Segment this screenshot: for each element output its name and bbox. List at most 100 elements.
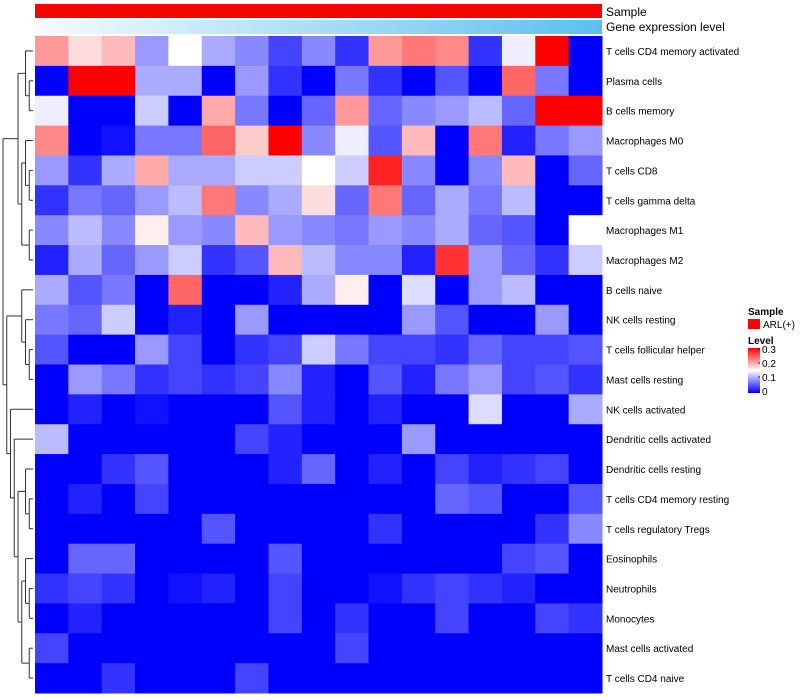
heatmap-cell [268, 304, 303, 336]
heatmap-cell [368, 274, 403, 306]
heatmap-cell [235, 65, 269, 97]
row-label: Dendritic cells activated [606, 435, 711, 446]
heatmap-cell [235, 245, 269, 276]
heatmap-cell [568, 215, 603, 246]
row-label: T cells CD4 memory activated [606, 47, 739, 58]
heatmap-cell [335, 603, 370, 634]
heatmap-cell [535, 334, 570, 365]
heatmap-cell [535, 663, 570, 694]
heatmap-cell [35, 394, 69, 425]
heatmap-cell [168, 513, 203, 545]
heatmap-cell [135, 543, 169, 575]
heatmap-cell [401, 573, 436, 604]
heatmap-cell [368, 394, 403, 425]
heatmap-cell [235, 274, 269, 306]
heatmap-cell [268, 36, 303, 67]
heatmap-cell [435, 185, 470, 216]
heatmap-cell [501, 364, 536, 395]
heatmap-cell [501, 633, 536, 664]
heatmap-cell [468, 364, 503, 395]
heatmap-cell [68, 663, 103, 694]
heatmap-cell [468, 513, 503, 545]
heatmap-cell [101, 364, 136, 395]
heatmap-cell [468, 543, 503, 575]
heatmap-cell [535, 543, 570, 575]
heatmap-cell [101, 304, 136, 336]
heatmap-cell [468, 274, 503, 306]
heatmap-cell [101, 513, 136, 545]
heatmap-cell [535, 215, 570, 246]
heatmap-cell [401, 125, 436, 156]
heatmap-cell [568, 513, 603, 545]
heatmap-cell [101, 663, 136, 694]
heatmap-cell [501, 483, 536, 515]
heatmap-cell [68, 483, 103, 515]
heatmap-cell [435, 215, 470, 246]
heatmap-cell [201, 663, 236, 694]
heatmap-cell [368, 155, 403, 186]
heatmap-cell [468, 95, 503, 127]
heatmap-cell [168, 95, 203, 127]
heatmap-cell [101, 454, 136, 485]
heatmap-cell [168, 245, 203, 276]
heatmap-cell [535, 513, 570, 545]
heatmap-cell [501, 663, 536, 694]
heatmap-cell [501, 245, 536, 276]
heatmap-cell [35, 364, 69, 395]
heatmap-cell [368, 185, 403, 216]
heatmap-cell [101, 633, 136, 664]
heatmap-cell [268, 603, 303, 634]
heatmap-cell [35, 513, 69, 545]
heatmap-cell [468, 125, 503, 156]
heatmap-cell [68, 454, 103, 485]
heatmap-cell [535, 454, 570, 485]
heatmap-cell [501, 513, 536, 545]
heatmap-cell [201, 334, 236, 365]
legend-level-colorbar [748, 348, 760, 393]
heatmap-cell [435, 65, 470, 97]
heatmap-cell [435, 155, 470, 186]
heatmap-cell [268, 185, 303, 216]
heatmap-cell [468, 483, 503, 515]
heatmap-cell [101, 65, 136, 97]
heatmap-cell [268, 483, 303, 515]
heatmap-cell [301, 483, 336, 515]
heatmap-cell [568, 125, 603, 156]
heatmap-cell [168, 185, 203, 216]
heatmap-cell [401, 95, 436, 127]
row-label: Monocytes [606, 614, 654, 625]
heatmap-cell [235, 543, 269, 575]
heatmap-cell [401, 454, 436, 485]
heatmap-cell [335, 663, 370, 694]
heatmap-cell [35, 304, 69, 336]
heatmap-cell [368, 36, 403, 67]
heatmap-cell [301, 543, 336, 575]
heatmap-cell [201, 364, 236, 395]
heatmap-cell [401, 394, 436, 425]
heatmap-cell [101, 245, 136, 276]
heatmap-cell [468, 334, 503, 365]
heatmap-cell [435, 125, 470, 156]
heatmap-cell [201, 603, 236, 634]
heatmap-cell [368, 573, 403, 604]
heatmap-cell [101, 483, 136, 515]
heatmap-cell [501, 454, 536, 485]
heatmap-cell [68, 334, 103, 365]
heatmap-cell [501, 215, 536, 246]
heatmap-cell [301, 65, 336, 97]
heatmap-cell [468, 424, 503, 455]
heatmap-cell [235, 125, 269, 156]
heatmap-cell [435, 633, 470, 664]
heatmap-cell [235, 334, 269, 365]
heatmap-cell [501, 155, 536, 186]
heatmap-cell [135, 513, 169, 545]
heatmap-cell [35, 543, 69, 575]
heatmap-cell [168, 304, 203, 336]
heatmap-cell [201, 65, 236, 97]
heatmap-cell [168, 334, 203, 365]
heatmap-cell [501, 185, 536, 216]
heatmap-cell [101, 125, 136, 156]
heatmap-cell [468, 215, 503, 246]
heatmap-cell [268, 334, 303, 365]
